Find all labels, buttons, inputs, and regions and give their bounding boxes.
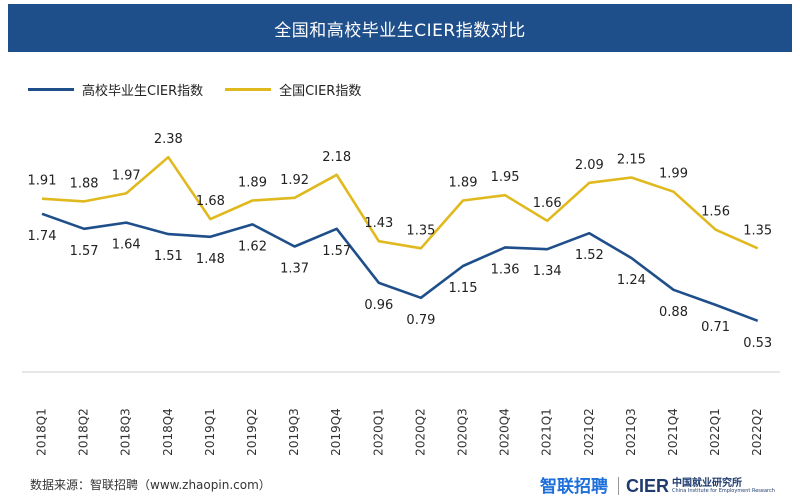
chart-title: 全国和高校毕业生CIER指数对比	[274, 20, 526, 41]
x-tick-label-2019Q1: 2019Q1	[203, 408, 217, 456]
x-tick-label-2020Q4: 2020Q4	[498, 408, 512, 456]
cier-logo-text: 中国就业研究所 China Institute for Employment R…	[672, 479, 775, 494]
legend-item-graduates: 高校毕业生CIER指数	[28, 80, 203, 99]
series-line-graduates	[41, 212, 759, 323]
data-label-national-2020Q4: 1.95	[491, 170, 520, 185]
data-label-national-2019Q4: 2.18	[322, 150, 351, 165]
x-tick-label-2022Q2: 2022Q2	[750, 408, 764, 456]
data-label-graduates-2022Q2: 0.53	[743, 336, 772, 351]
data-label-graduates-2020Q2: 0.79	[406, 313, 435, 328]
series-line-national	[41, 155, 759, 250]
x-tick-label-2018Q3: 2018Q3	[119, 408, 133, 456]
data-label-graduates-2021Q4: 0.88	[659, 305, 688, 320]
data-label-national-2019Q2: 1.89	[238, 176, 267, 191]
x-tick-label-2021Q2: 2021Q2	[582, 408, 596, 456]
data-label-national-2018Q4: 2.38	[154, 132, 183, 147]
data-label-national-2020Q1: 1.43	[364, 216, 393, 231]
legend-swatch-graduates	[28, 87, 74, 91]
cier-logo-en: China Institute for Employment Research	[672, 488, 775, 494]
data-label-national-2018Q1: 1.91	[28, 174, 57, 189]
data-label-graduates-2018Q1: 1.74	[28, 229, 57, 244]
data-label-national-2018Q2: 1.88	[70, 176, 99, 191]
data-label-graduates-2021Q2: 1.52	[575, 248, 604, 263]
x-tick-label-2020Q2: 2020Q2	[413, 408, 427, 456]
x-tick-label-2022Q1: 2022Q1	[708, 408, 722, 456]
data-label-graduates-2022Q1: 0.71	[701, 320, 730, 335]
x-tick-label-2019Q4: 2019Q4	[329, 408, 343, 456]
data-label-graduates-2020Q3: 1.15	[449, 281, 478, 296]
data-label-national-2020Q3: 1.89	[449, 176, 478, 191]
x-tick-label-2018Q1: 2018Q1	[35, 408, 49, 456]
x-tick-label-2019Q3: 2019Q3	[287, 408, 301, 456]
data-label-national-2020Q2: 1.35	[406, 223, 435, 238]
data-label-graduates-2019Q1: 1.48	[196, 252, 225, 267]
data-label-national-2022Q1: 1.56	[701, 205, 730, 220]
data-label-national-2019Q1: 1.68	[196, 194, 225, 209]
chart-legend: 高校毕业生CIER指数 全国CIER指数	[28, 78, 361, 100]
data-label-graduates-2020Q1: 0.96	[364, 298, 393, 313]
data-label-national-2022Q2: 1.35	[743, 223, 772, 238]
cier-logo-mark: CIER	[626, 476, 670, 496]
data-label-national-2019Q3: 1.92	[280, 173, 309, 188]
legend-label-graduates: 高校毕业生CIER指数	[82, 83, 204, 99]
data-source-note: 数据来源：智联招聘（www.zhaopin.com）	[30, 478, 271, 492]
legend-swatch-national	[225, 87, 272, 91]
x-tick-label-2021Q1: 2021Q1	[540, 408, 554, 456]
data-label-graduates-2019Q3: 1.37	[280, 262, 309, 277]
zhilian-logo: 智联招聘	[540, 477, 608, 497]
chart-title-bar: 全国和高校毕业生CIER指数对比	[8, 4, 792, 52]
data-label-graduates-2021Q3: 1.24	[617, 273, 646, 288]
data-label-graduates-2019Q4: 1.57	[322, 244, 351, 259]
x-tick-label-2020Q1: 2020Q1	[371, 408, 385, 456]
data-label-graduates-2018Q2: 1.57	[70, 244, 99, 259]
x-tick-label-2019Q2: 2019Q2	[245, 408, 259, 456]
x-tick-label-2018Q2: 2018Q2	[77, 408, 91, 456]
x-tick-label-2020Q3: 2020Q3	[456, 408, 470, 456]
data-label-graduates-2021Q1: 1.34	[533, 264, 562, 279]
data-label-national-2021Q2: 2.09	[575, 158, 604, 173]
logo-divider	[618, 477, 619, 495]
cier-logo-cn: 中国就业研究所	[672, 478, 743, 489]
data-label-national-2021Q3: 2.15	[617, 153, 646, 168]
x-tick-label-2021Q3: 2021Q3	[624, 408, 638, 456]
data-label-graduates-2018Q3: 1.64	[112, 238, 141, 253]
data-label-graduates-2018Q4: 1.51	[154, 249, 183, 264]
data-label-graduates-2020Q4: 1.36	[491, 262, 520, 277]
x-tick-label-2021Q4: 2021Q4	[666, 408, 680, 456]
cier-logo: CIER 中国就业研究所 China Institute for Employm…	[626, 476, 775, 497]
legend-item-national: 全国CIER指数	[225, 80, 361, 99]
legend-label-national: 全国CIER指数	[279, 83, 362, 99]
data-label-national-2021Q1: 1.66	[533, 196, 562, 211]
x-tick-label-2018Q4: 2018Q4	[161, 408, 175, 456]
data-label-graduates-2019Q2: 1.62	[238, 239, 267, 254]
data-label-national-2018Q3: 1.97	[112, 168, 141, 183]
data-label-national-2021Q4: 1.99	[659, 167, 688, 182]
